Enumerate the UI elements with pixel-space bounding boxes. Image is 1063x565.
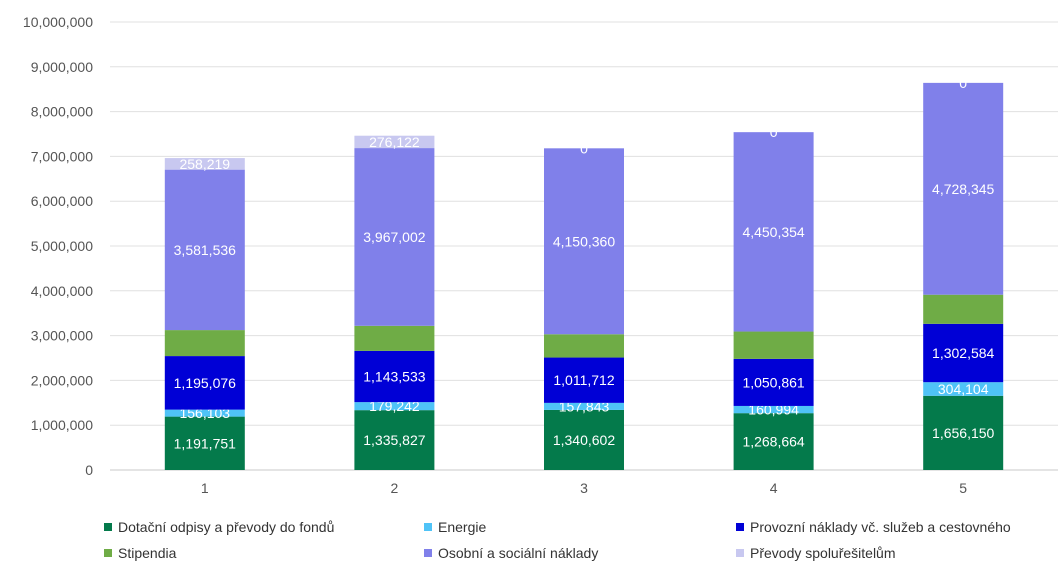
- bar-segment: [544, 409, 624, 470]
- y-tick-label: 0: [85, 462, 93, 478]
- bar-segment: [354, 325, 435, 351]
- legend-swatch: [736, 549, 744, 557]
- data-label: 1,011,712: [553, 372, 614, 388]
- data-label: 1,191,751: [174, 435, 236, 451]
- data-label: 4,450,354: [742, 224, 804, 240]
- legend-label: Osobní a sociální náklady: [438, 545, 599, 561]
- bar-segment: [923, 395, 1004, 470]
- y-tick-label: 5,000,000: [31, 238, 93, 254]
- data-label: 1,656,150: [932, 425, 994, 441]
- data-label: 0: [580, 140, 588, 156]
- legend-item: Stipendia: [104, 545, 176, 561]
- data-label: 258,219: [179, 156, 230, 172]
- bar-segment: [733, 358, 814, 406]
- bar-segment: [544, 402, 624, 410]
- legend-swatch: [104, 523, 112, 531]
- bar-segment: [544, 357, 624, 403]
- x-tick-label: 5: [959, 480, 967, 496]
- data-label: 4,150,360: [553, 233, 615, 249]
- bar-segment: [164, 169, 245, 331]
- stacked-bar-chart: 0 1,000,000 2,000,000 3,000,000 4,000,000 5,0…: [23, 14, 1058, 496]
- bar-segment: [354, 410, 435, 470]
- data-label: 1,302,584: [932, 345, 994, 361]
- legend-item: Převody spoluřešitelům: [736, 545, 896, 561]
- y-tick-label: 2,000,000: [31, 372, 93, 388]
- bar-segment: [164, 158, 245, 170]
- legend-swatch: [424, 523, 432, 531]
- legend-swatch: [104, 549, 112, 557]
- bar-segment: [164, 416, 245, 470]
- x-tick-label: 4: [770, 480, 778, 496]
- bar-segment: [923, 382, 1004, 396]
- legend: Dotační odpisy a převody do fondů Energie…: [0, 512, 1063, 565]
- bar-segment: [544, 334, 624, 358]
- bar-segment: [733, 331, 814, 359]
- data-label: 4,728,345: [932, 181, 994, 197]
- data-label: 1,335,827: [363, 432, 425, 448]
- bar-segment: [544, 148, 624, 335]
- data-label: 1,340,602: [553, 432, 615, 448]
- data-label: 179,242: [369, 398, 420, 414]
- bar-segment: [164, 356, 245, 410]
- data-label: 0: [770, 124, 778, 140]
- x-tick-label: 2: [391, 480, 399, 496]
- legend-item: Dotační odpisy a převody do fondů: [104, 519, 334, 535]
- legend-swatch: [736, 523, 744, 531]
- y-tick-label: 3,000,000: [31, 328, 93, 344]
- legend-label: Stipendia: [118, 545, 177, 561]
- bar-segment: [164, 330, 245, 357]
- y-tick-label: 10,000,000: [23, 14, 93, 30]
- y-tick-label: 9,000,000: [31, 59, 93, 75]
- bar-segment: [354, 402, 435, 411]
- x-tick-label: 3: [580, 480, 588, 496]
- data-label: 1,143,533: [363, 369, 425, 385]
- legend-label: Dotační odpisy a převody do fondů: [118, 519, 335, 535]
- bar-segment: [923, 323, 1004, 383]
- bar-segment: [354, 135, 435, 149]
- y-tick-label: 4,000,000: [31, 283, 93, 299]
- bar-segment: [733, 132, 814, 332]
- x-tick-label: 1: [201, 480, 209, 496]
- y-tick-label: 7,000,000: [31, 148, 93, 164]
- legend-swatch: [424, 549, 432, 557]
- data-label: 1,268,664: [742, 434, 804, 450]
- data-label: 304,104: [938, 381, 989, 397]
- legend-item: Provozní náklady vč. služeb a cestovného: [736, 519, 1011, 535]
- y-tick-label: 1,000,000: [31, 417, 93, 433]
- bar-segment: [733, 405, 814, 414]
- bar-segment: [354, 350, 435, 403]
- bar-segment: [354, 148, 435, 326]
- legend-item: Energie: [424, 519, 486, 535]
- y-tick-label: 6,000,000: [31, 193, 93, 209]
- data-label: 3,581,536: [174, 242, 236, 258]
- data-label: 3,967,002: [363, 229, 425, 245]
- data-label: 0: [959, 75, 967, 91]
- legend-item: Osobní a sociální náklady: [424, 545, 598, 561]
- bar-segment: [923, 82, 1004, 295]
- bar-segment: [164, 409, 245, 417]
- data-label: 1,195,076: [174, 375, 236, 391]
- data-label: 276,122: [369, 134, 420, 150]
- legend-label: Převody spoluřešitelům: [750, 545, 896, 561]
- bar-segment: [733, 413, 814, 470]
- bar-segment: [923, 294, 1004, 324]
- legend-label: Energie: [438, 519, 487, 535]
- legend-label: Provozní náklady vč. služeb a cestovného: [750, 519, 1011, 535]
- y-tick-label: 8,000,000: [31, 104, 93, 120]
- data-label: 1,050,861: [742, 374, 804, 390]
